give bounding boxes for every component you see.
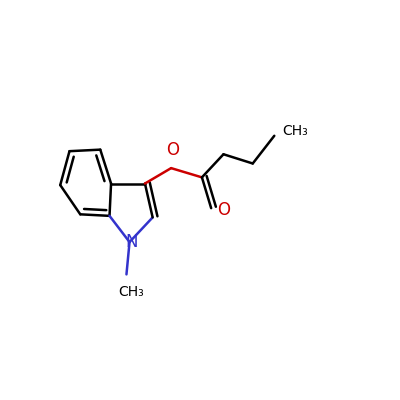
Text: CH₃: CH₃ — [282, 124, 308, 138]
Text: N: N — [126, 233, 138, 251]
Text: O: O — [166, 141, 179, 159]
Text: O: O — [217, 201, 230, 219]
Text: CH₃: CH₃ — [118, 285, 144, 299]
